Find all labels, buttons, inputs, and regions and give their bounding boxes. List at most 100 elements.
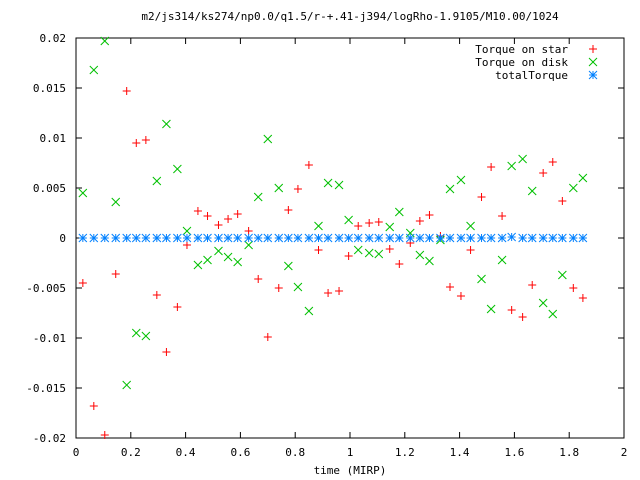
point-torque-on-disk (152, 176, 162, 186)
point-torque-on-star (314, 246, 323, 254)
point-torque-on-disk (344, 215, 353, 225)
point-totaltorque (415, 233, 425, 243)
point-torque-on-star (203, 212, 212, 220)
point-torque-on-disk (253, 192, 263, 202)
x-axis: 0 0.2 0.4 0.6 0.8 1 1.2 1.4 1.6 1.8 2 (73, 38, 628, 459)
point-totaltorque (78, 233, 88, 243)
point-torque-on-disk (374, 249, 384, 259)
point-totaltorque (364, 233, 374, 243)
y-tick-label: -0.01 (33, 332, 66, 345)
point-torque-on-star (385, 245, 394, 253)
point-torque-on-disk (214, 246, 223, 256)
point-totaltorque (244, 233, 253, 243)
point-totaltorque (394, 233, 404, 243)
point-torque-on-disk (233, 257, 243, 267)
x-axis-label: time (MIRP) (314, 464, 387, 477)
point-torque-on-star (254, 275, 263, 283)
point-torque-on-disk (314, 221, 323, 231)
point-torque-on-disk (131, 328, 141, 338)
point-totaltorque (253, 233, 263, 243)
point-totaltorque (173, 233, 182, 243)
point-totaltorque (274, 233, 284, 243)
point-totaltorque (100, 233, 110, 243)
point-totaltorque (568, 233, 578, 243)
point-totaltorque (527, 233, 537, 243)
y-tick-label: 0.02 (40, 32, 67, 45)
x-tick-label: 2 (621, 446, 628, 459)
point-totaltorque (122, 233, 132, 243)
x-tick-label: 1.6 (504, 446, 524, 459)
point-torque-on-star (528, 281, 537, 289)
point-totaltorque (111, 233, 121, 243)
point-totaltorque (89, 233, 99, 243)
point-torque-on-star (100, 431, 109, 439)
point-torque-on-disk (304, 306, 314, 316)
point-torque-on-disk (334, 180, 344, 190)
point-torque-on-star (89, 402, 98, 410)
point-totaltorque (334, 233, 344, 243)
point-torque-on-disk (557, 270, 567, 280)
point-torque-on-star (456, 292, 465, 300)
point-totaltorque (538, 233, 548, 243)
point-torque-on-disk (89, 65, 99, 75)
point-totaltorque (203, 233, 212, 243)
x-tick-label: 1.8 (559, 446, 579, 459)
point-torque-on-disk (527, 186, 537, 196)
point-totaltorque (344, 233, 353, 243)
point-torque-on-star (498, 212, 507, 220)
point-totaltorque (486, 233, 496, 243)
point-totaltorque (293, 233, 303, 243)
point-totaltorque (518, 233, 527, 243)
point-torque-on-star (304, 161, 313, 169)
point-totaltorque (314, 233, 323, 243)
point-totaltorque (557, 233, 567, 243)
point-torque-on-star (193, 207, 202, 215)
point-totaltorque (425, 233, 434, 243)
point-totaltorque (436, 233, 445, 243)
point-torque-on-star (141, 136, 150, 144)
x-tick-label: 0.8 (285, 446, 305, 459)
legend-label: Torque on star (475, 43, 568, 56)
point-torque-on-disk (223, 252, 233, 262)
point-totaltorque (233, 233, 243, 243)
point-torque-on-disk (283, 261, 293, 271)
point-torque-on-star (446, 283, 455, 291)
point-totaltorque (193, 233, 203, 243)
point-totaltorque (263, 233, 273, 243)
x-tick-label: 0 (73, 446, 80, 459)
point-torque-on-disk (364, 248, 374, 258)
point-torque-on-disk (445, 184, 455, 194)
point-totaltorque (477, 233, 486, 243)
point-torque-on-disk (518, 154, 527, 164)
point-torque-on-star (284, 206, 293, 214)
point-torque-on-star (518, 313, 527, 321)
point-torque-on-star (324, 289, 333, 297)
x-tick-label: 0.6 (230, 446, 250, 459)
point-torque-on-disk (182, 226, 192, 236)
point-torque-on-star (78, 279, 87, 287)
point-torque-on-disk (173, 164, 182, 174)
point-torque-on-disk (415, 250, 425, 260)
point-totaltorque (323, 233, 333, 243)
point-totaltorque (162, 233, 171, 243)
point-torque-on-star (548, 158, 557, 166)
point-totaltorque (578, 233, 588, 243)
point-totaltorque (131, 233, 141, 243)
point-totaltorque (456, 233, 466, 243)
y-tick-label: 0.015 (33, 82, 66, 95)
point-torque-on-disk (394, 207, 404, 217)
point-torque-on-disk (353, 245, 363, 255)
point-torque-on-disk (538, 298, 548, 308)
point-torque-on-star (214, 221, 223, 229)
legend-marker (589, 45, 597, 53)
point-torque-on-star (263, 333, 272, 341)
point-torque-on-disk (497, 255, 507, 265)
point-torque-on-star (477, 193, 486, 201)
point-totaltorque (304, 233, 314, 243)
point-torque-on-disk (122, 380, 132, 390)
point-torque-on-star (354, 222, 363, 230)
y-tick-label: 0.01 (40, 132, 67, 145)
point-torque-on-star (558, 197, 567, 205)
